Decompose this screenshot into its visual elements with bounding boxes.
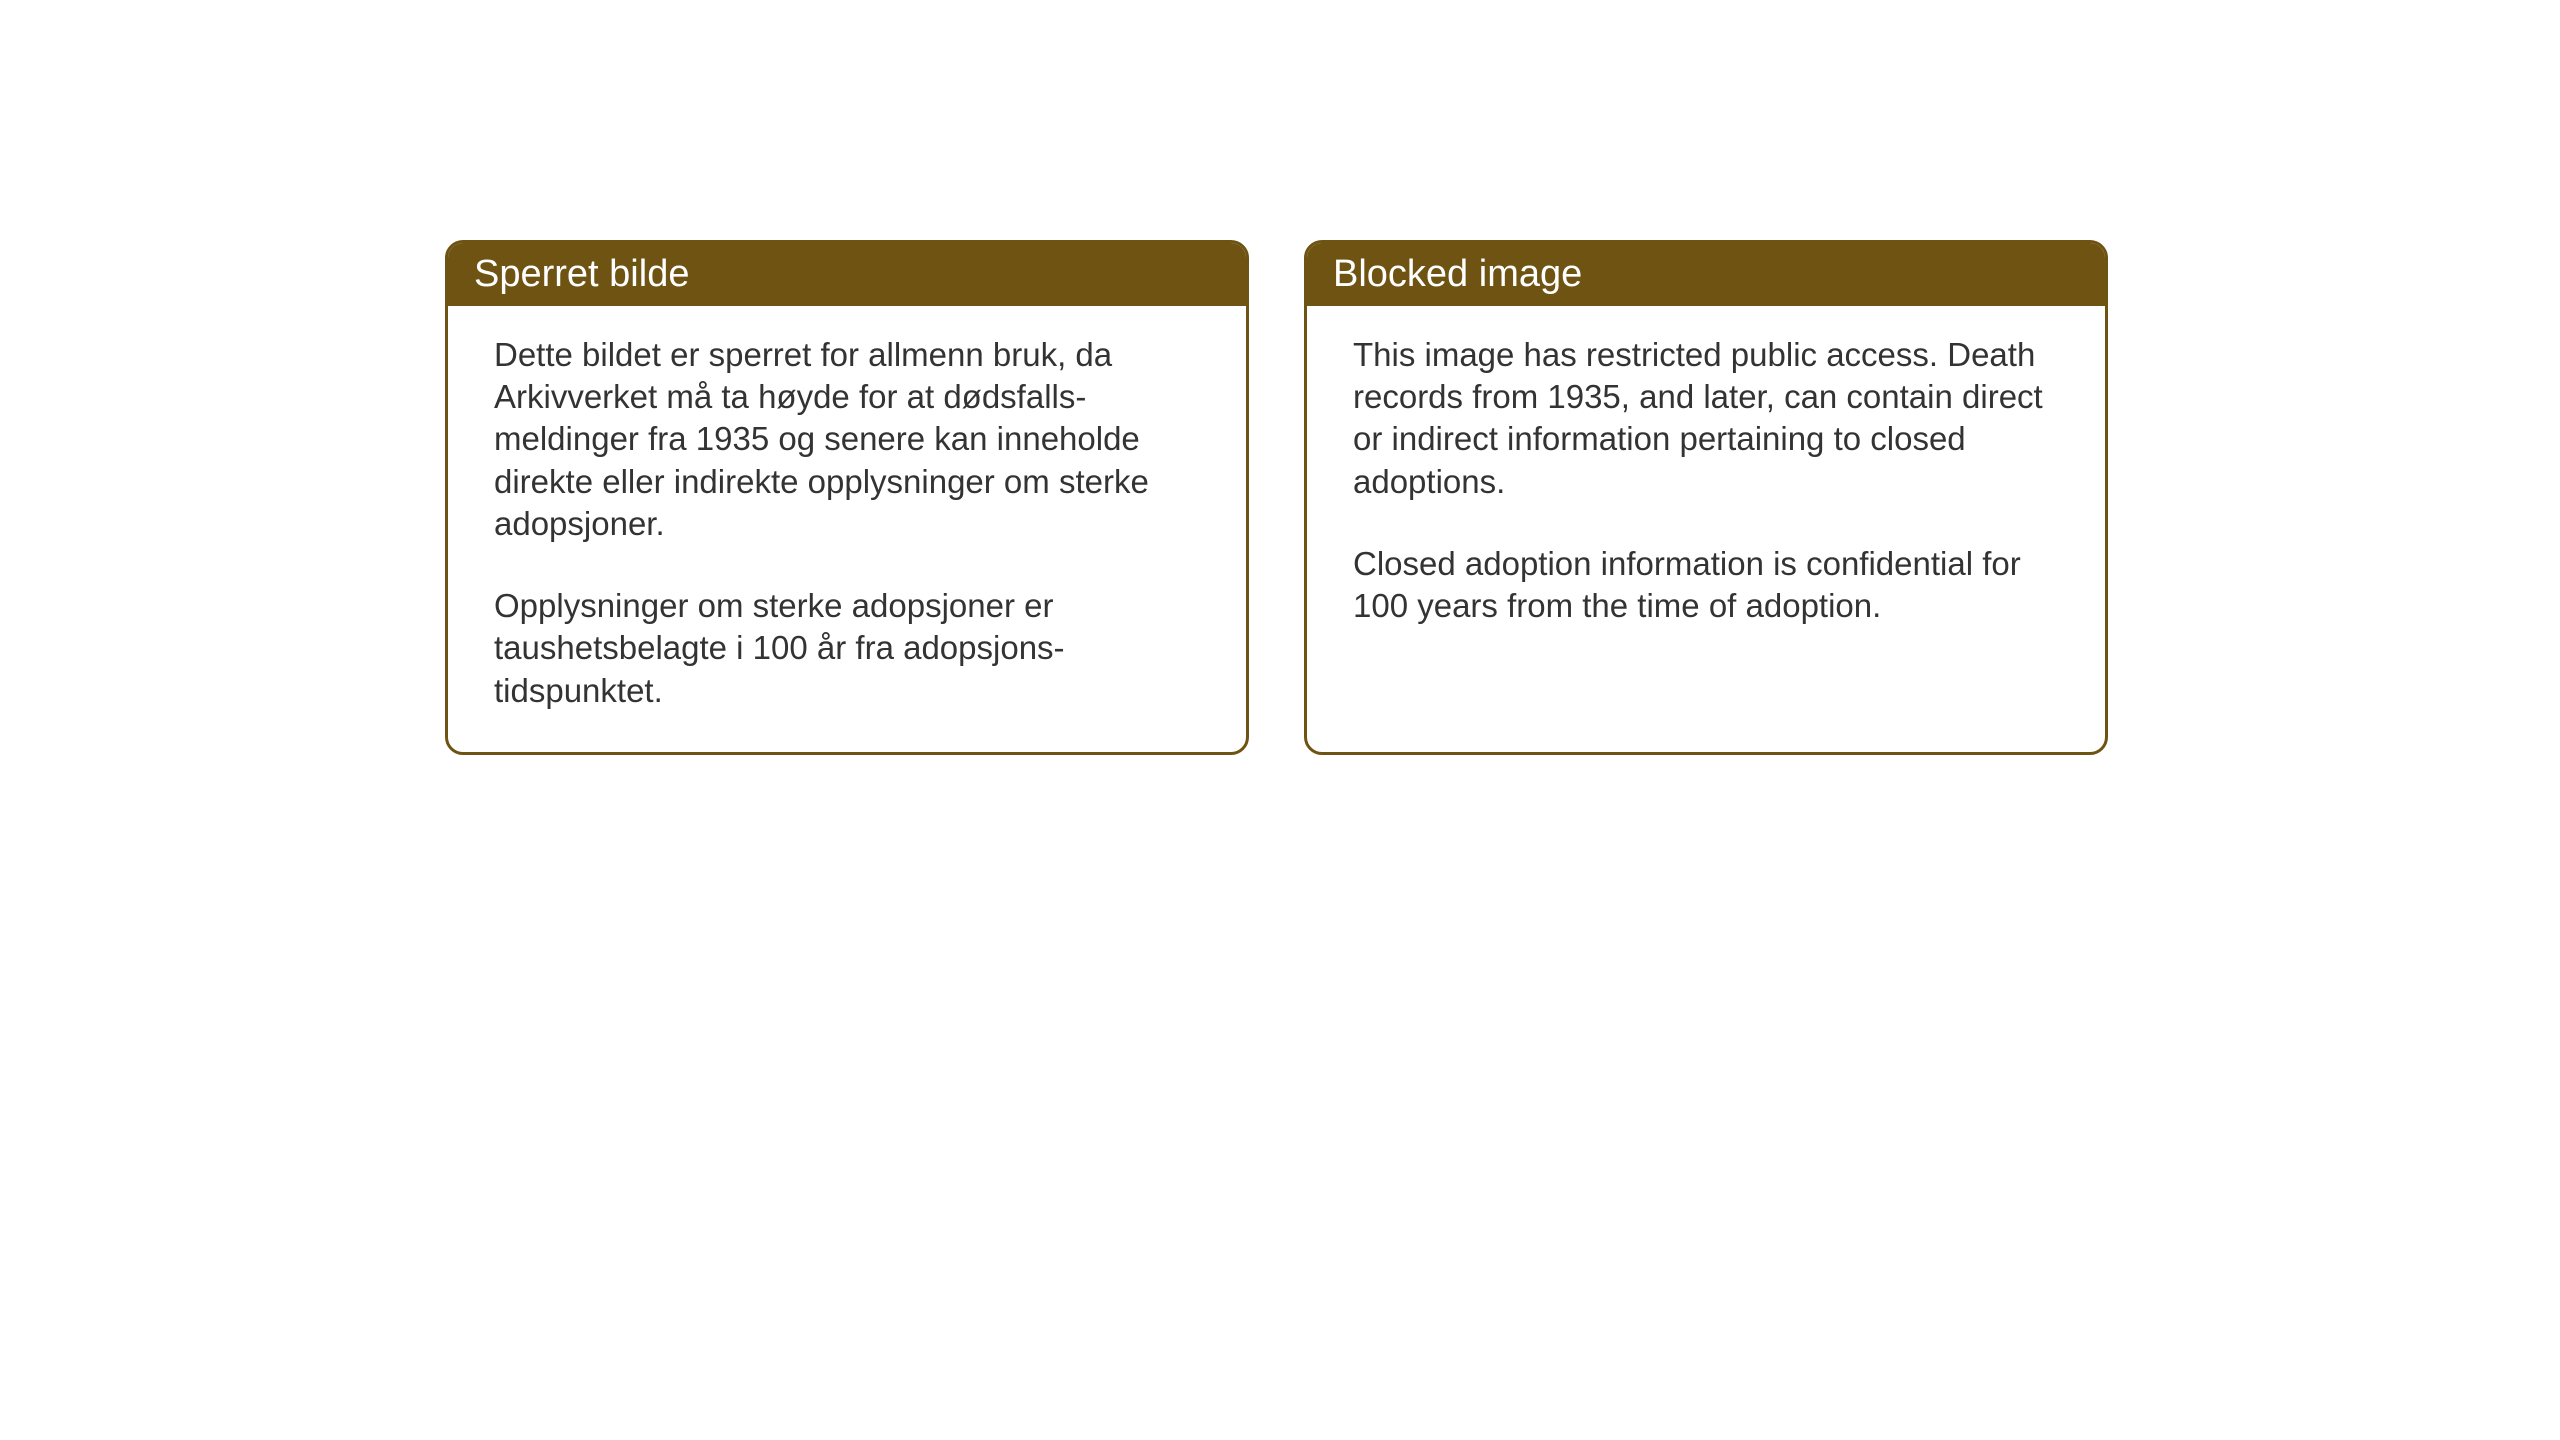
notice-container: Sperret bilde Dette bildet er sperret fo… — [445, 240, 2108, 755]
notice-body-english: This image has restricted public access.… — [1307, 306, 2105, 667]
notice-paragraph-1-english: This image has restricted public access.… — [1353, 334, 2059, 503]
notice-title-english: Blocked image — [1333, 253, 1582, 295]
notice-title-norwegian: Sperret bilde — [474, 253, 689, 295]
notice-paragraph-1-norwegian: Dette bildet er sperret for allmenn bruk… — [494, 334, 1200, 545]
notice-body-norwegian: Dette bildet er sperret for allmenn bruk… — [448, 306, 1246, 752]
notice-box-norwegian: Sperret bilde Dette bildet er sperret fo… — [445, 240, 1249, 755]
notice-paragraph-2-english: Closed adoption information is confident… — [1353, 543, 2059, 627]
notice-header-english: Blocked image — [1307, 243, 2105, 306]
notice-paragraph-2-norwegian: Opplysninger om sterke adopsjoner er tau… — [494, 585, 1200, 712]
notice-header-norwegian: Sperret bilde — [448, 243, 1246, 306]
notice-box-english: Blocked image This image has restricted … — [1304, 240, 2108, 755]
